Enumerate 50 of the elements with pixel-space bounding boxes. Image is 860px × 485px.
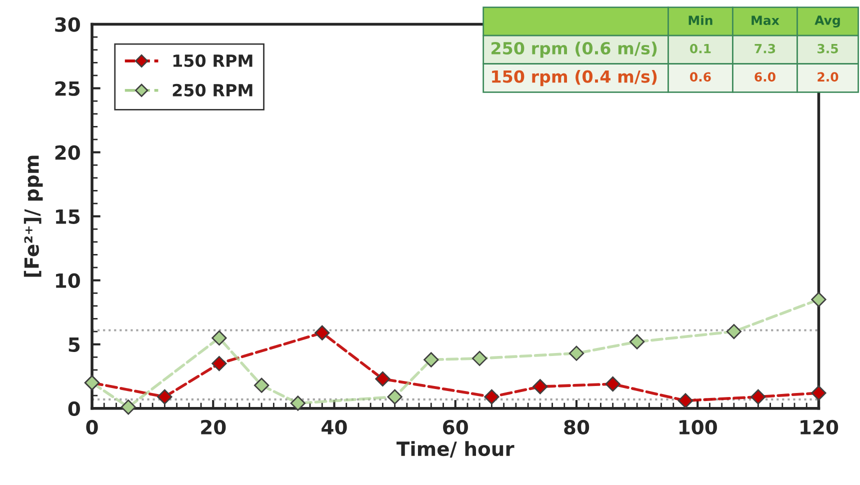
- point: [532, 379, 548, 394]
- y-tick-label: 25: [55, 81, 80, 96]
- y-tick-label: 0: [68, 401, 80, 416]
- annotation: 6.0: [754, 72, 776, 82]
- x-tick-label: 120: [800, 420, 838, 435]
- point: [678, 393, 694, 408]
- point: [157, 389, 172, 404]
- point: [605, 376, 620, 392]
- point: [254, 378, 270, 393]
- legend-label: 150 RPM: [173, 54, 252, 68]
- point: [424, 352, 439, 368]
- x-tick-label: 0: [86, 420, 98, 435]
- y-axis-title: [Fe²⁺]/ ppm: [24, 156, 43, 277]
- point: [212, 330, 227, 346]
- x-tick-label: 20: [201, 420, 226, 435]
- point: [314, 325, 330, 340]
- point: [811, 385, 826, 401]
- annotation: Avg: [814, 16, 840, 28]
- x-tick-label: 60: [443, 420, 468, 435]
- point: [484, 389, 500, 404]
- point: [387, 389, 402, 404]
- point: [629, 334, 645, 350]
- point: [811, 292, 826, 308]
- point: [750, 389, 766, 404]
- y-tick-label: 30: [55, 17, 80, 32]
- annotation: Min: [688, 15, 712, 25]
- y-tick-label: 15: [56, 210, 80, 224]
- annotation: 3.5: [818, 44, 838, 54]
- legend-label: 250 RPM: [172, 84, 252, 96]
- annotation: 2.0: [818, 72, 838, 82]
- point: [375, 371, 390, 386]
- y-tick-label: 5: [68, 338, 80, 352]
- annotation: Max: [752, 16, 780, 26]
- point: [290, 396, 306, 411]
- x-tick-label: 100: [680, 420, 717, 435]
- annotation: 7.3: [754, 44, 776, 54]
- point: [120, 400, 136, 415]
- point: [568, 346, 584, 361]
- point: [472, 350, 488, 366]
- annotation: 250 rpm (0.6 m/s): [492, 42, 657, 58]
- point: [726, 324, 742, 340]
- annotation: 0.1: [690, 44, 711, 54]
- x-tick-label: 80: [564, 420, 590, 435]
- point: [212, 356, 227, 372]
- x-axis-title: Time/ hour: [396, 441, 514, 458]
- y-tick-label: 20: [55, 145, 80, 160]
- y-tick-label: 10: [56, 273, 80, 288]
- annotation: 0.6: [690, 72, 711, 82]
- x-tick-label: 40: [322, 420, 347, 435]
- annotation: 150 rpm (0.4 m/s): [492, 70, 657, 86]
